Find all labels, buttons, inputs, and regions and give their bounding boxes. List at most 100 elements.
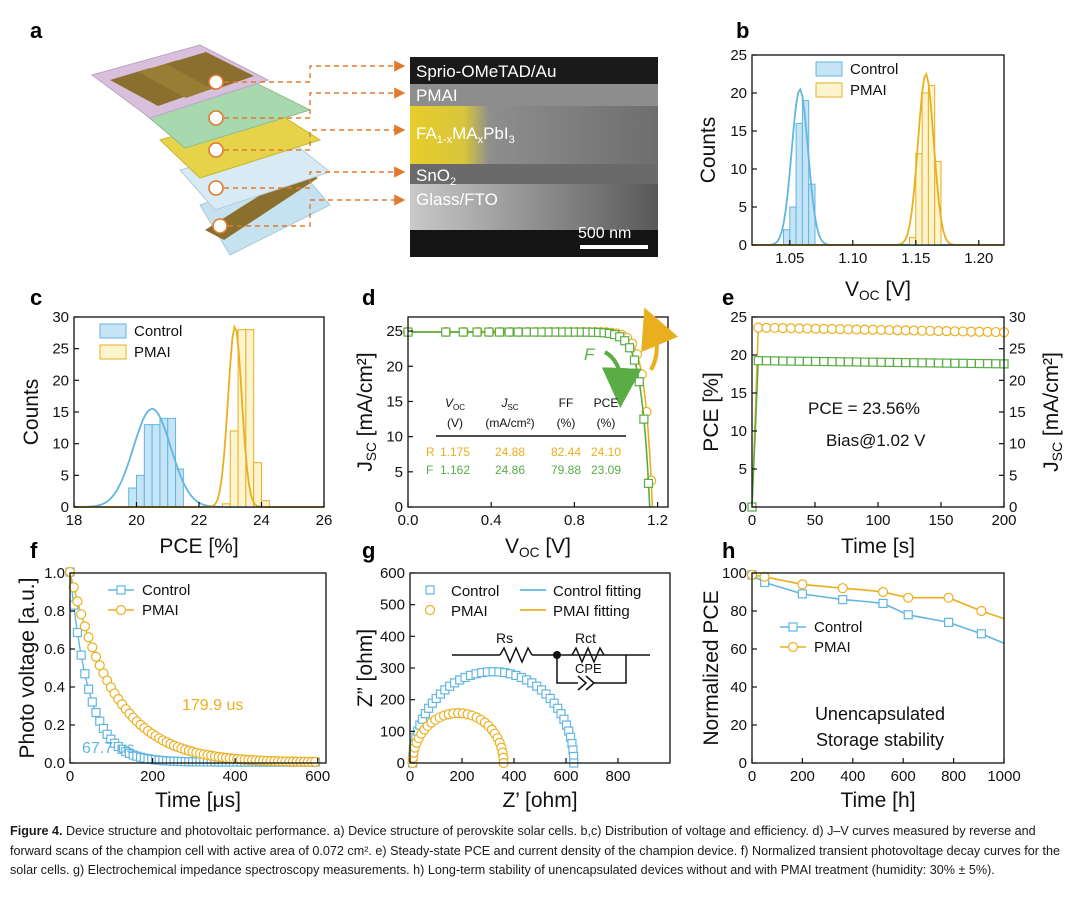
chart-f-point-pmai [90,651,102,662]
chart-e-point-jsc [819,356,829,367]
chart-e-point-jsc [901,358,911,368]
chart-e-point-jsc [966,358,976,369]
chart-h-legend-marker-pmai [787,641,799,653]
gold-electrode-3 [166,52,254,90]
chart-b-xtick-label: 1.15 [901,250,930,267]
chart-d-xtick-label: 0.0 [398,512,419,529]
circuit-label-rs: Rs [496,630,513,646]
callout-arrow-1 [224,60,406,83]
chart-d-point-f [504,327,514,337]
chart-c-bar-control [151,424,161,508]
chart-d-point-f [521,327,532,337]
chart-e-point-jsc [770,356,780,366]
chart-b-xlabel: VOC [V] [845,278,911,303]
chart-e-point-jsc [802,356,813,366]
chart-d-point-f [629,355,640,365]
chart-e-xtick-label: 200 [991,512,1016,529]
chart-c-xtick-label: 24 [253,512,270,529]
chart-g-xtick-label: 0 [406,768,414,785]
chart-d-point-f [472,327,482,337]
chart-f-point-control [76,650,86,660]
chart-c-bar-pmai [261,500,270,508]
chart-e-point-jsc [958,358,968,368]
chart-c-legend-swatch-control [99,323,127,339]
chart-h-legend-label-control: Control [814,619,862,636]
callout-arrow-2 [224,87,406,119]
chart-h-point-pmai [837,583,848,594]
chart-c-bar-control [128,487,137,508]
chart-e-ytick-label: 15 [730,385,747,402]
chart-e-xlabel: Time [s] [841,535,915,558]
chart-e-ytick-right-label: 5 [1009,467,1017,484]
callout-circle-4 [208,180,224,196]
chart-d-point-f [441,327,451,337]
chart-e-ytick-right-label: 30 [1009,309,1026,326]
chart-c-legend-swatch-pmai [99,344,127,360]
chart-h-ytick-label: 80 [730,603,747,620]
chart-h-line-control [751,574,1005,645]
callout-circle-2 [208,110,224,126]
chart-h-point-control [838,594,848,605]
chart-e-ytick-label: 5 [739,461,747,478]
chart-g-legend-label-control: Control [451,583,499,600]
chart-d-table-cell: 24.86 [495,463,525,477]
chart-d-point-f [634,377,644,387]
chart-e-ylabel: PCE [%] [700,372,723,451]
chart-f-xtick-label: 600 [305,768,330,785]
sem-label-perovskite: FA1-xMAxPbI3 [416,124,515,146]
callout-circle-3 [208,142,224,158]
chart-f-point-pmai [83,632,94,643]
chart-e-point-jsc [786,356,796,366]
chart-d-point-f [625,343,635,353]
chart-e-point-jsc [884,357,894,367]
chart-g-legend-label-pmai: PMAI [451,603,488,620]
chart-e-point-jsc [794,356,804,366]
chart-h-point-control [878,598,888,609]
chart-e-point-jsc [942,358,952,368]
chart-d-arrow-forward [601,350,642,408]
device-layer-stack [90,44,332,256]
chart-g-ylabel: Z” [ohm] [354,629,377,707]
chart-b-ytick-label: 25 [730,47,747,64]
chart-f-point-control [80,669,90,679]
chart-e-ytick-label: 20 [730,347,747,364]
chart-c-fit-control [74,408,324,508]
chart-g-equivalent-circuit: Rs Rct CPE [452,630,650,691]
chart-f-tau-pmai: 179.9 us [182,697,243,714]
chart-e-point-jsc [827,357,837,367]
panel-g-letter: g [362,538,375,563]
chart-g-xtick-label: 400 [501,768,526,785]
chart-g-legend-label-control-fit: Control fitting [553,583,641,600]
chart-g-xlabel: Z’ [ohm] [502,789,577,812]
sem-glass-band [410,230,658,257]
chart-h-legend-marker-control [788,622,798,632]
chart-b-legend-swatch-pmai [815,82,843,98]
chart-d: 0.0 0.4 0.8 1.2 0 5 10 15 20 25 VOC [V] JSC [mA/cm²… [354,307,679,560]
chart-f-legend-label-control: Control [142,582,190,599]
chart-d-table-cell: 24.10 [591,445,621,459]
chart-d-point-f [620,336,630,346]
chart-f-point-control [83,684,94,694]
chart-e-point-jsc [835,357,845,367]
chart-e-point-jsc [811,356,821,367]
chart-g-legend-marker-pmai [424,604,436,616]
circuit-label-rct: Rct [575,630,596,646]
chart-h-ytick-label: 60 [730,641,747,658]
chart-b-ytick-label: 5 [739,199,747,216]
chart-h-ytick-label: 0 [739,755,747,772]
chart-d-ytick-label: 15 [386,393,403,410]
chart-e-ylabel-right: JSC [mA/cm²] [1040,352,1065,472]
gold-electrode-2 [138,60,226,98]
chart-f-point-pmai [87,642,98,653]
chart-e-ytick-right-label: 15 [1009,404,1026,421]
chart-c-ytick-label: 5 [61,467,69,484]
chart-f-ylabel: Photo voltage [a.u.] [16,578,39,759]
callout-arrow-5 [228,194,406,227]
chart-h-ylabel: Normalized PCE [700,590,723,745]
chart-d-table-header: FF [559,396,574,410]
chart-g-xtick-label: 800 [605,768,630,785]
chart-h-frame [751,572,1005,764]
layer-callouts [208,60,406,234]
chart-h-xlabel: Time [h] [840,789,915,812]
chart-d-point-f [529,327,539,337]
